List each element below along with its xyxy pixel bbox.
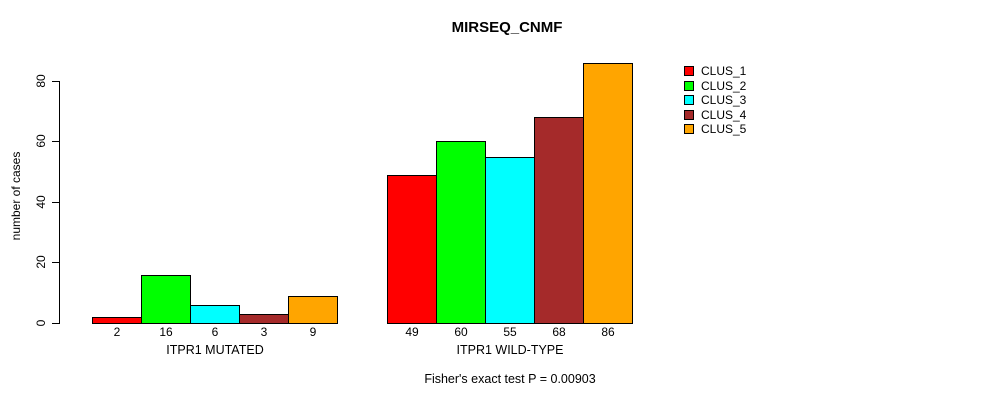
bar-value-label: 9	[309, 325, 317, 339]
legend-item-label: CLUS_2	[701, 78, 747, 93]
legend-swatch	[684, 124, 694, 135]
legend-item: CLUS_4	[684, 108, 746, 123]
legend: CLUS_1 CLUS_2 CLUS_3 CLUS_4 CLUS_5	[684, 64, 746, 137]
legend-item-label: CLUS_3	[701, 93, 747, 108]
legend-item: CLUS_5	[684, 122, 746, 137]
bar-value-label: 6	[211, 325, 219, 339]
bar-value-label: 68	[552, 325, 566, 339]
legend-swatch	[684, 109, 694, 120]
y-tick-label: 40	[34, 195, 48, 209]
bar-value-label: 3	[260, 325, 268, 339]
y-tick	[52, 202, 59, 203]
bar	[485, 157, 535, 324]
legend-item-label: CLUS_4	[701, 107, 747, 122]
bar	[583, 63, 633, 324]
bar-value-label: 16	[159, 325, 173, 339]
bar-value-label: 60	[454, 325, 468, 339]
legend-item: CLUS_2	[684, 79, 746, 94]
bar-value-label: 86	[601, 325, 615, 339]
legend-swatch	[684, 95, 694, 106]
y-tick-label: 80	[34, 74, 48, 88]
legend-swatch	[684, 66, 694, 77]
bar-value-label: 2	[113, 325, 121, 339]
bar	[190, 305, 240, 324]
bar	[288, 296, 338, 324]
bar-value-label: 49	[405, 325, 419, 339]
y-axis-line	[59, 81, 60, 324]
y-tick	[52, 262, 59, 263]
legend-item: CLUS_3	[684, 93, 746, 108]
chart-title: MIRSEQ_CNMF	[451, 19, 563, 36]
legend-item: CLUS_1	[684, 64, 746, 79]
legend-item-label: CLUS_5	[701, 122, 747, 137]
group-label: ITPR1 WILD-TYPE	[456, 343, 564, 357]
bar-value-label: 55	[503, 325, 517, 339]
bar	[239, 314, 289, 324]
y-tick	[52, 323, 59, 324]
legend-item-label: CLUS_1	[701, 64, 747, 79]
bar	[92, 317, 142, 324]
bar	[387, 175, 437, 324]
fisher-test-annotation: Fisher's exact test P = 0.00903	[424, 372, 596, 386]
bar	[141, 275, 191, 324]
y-tick-label: 20	[34, 255, 48, 269]
y-tick	[52, 81, 59, 82]
y-axis-label: number of cases	[9, 151, 23, 241]
y-tick	[52, 141, 59, 142]
legend-swatch	[684, 80, 694, 91]
y-tick-label: 0	[34, 319, 48, 327]
y-tick-label: 60	[34, 134, 48, 148]
bar	[436, 141, 486, 324]
group-label: ITPR1 MUTATED	[166, 343, 264, 357]
bar	[534, 117, 584, 324]
